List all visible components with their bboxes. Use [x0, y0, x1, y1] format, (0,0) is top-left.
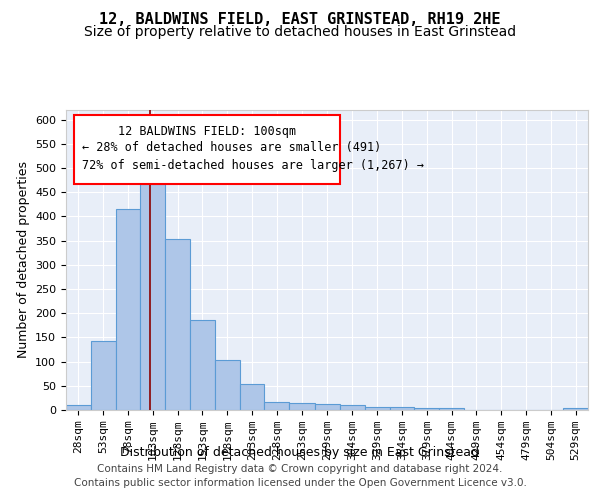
Bar	[140, 184, 165, 410]
Bar	[340, 405, 365, 410]
Bar	[365, 407, 389, 410]
Bar	[563, 408, 588, 410]
Text: Contains HM Land Registry data © Crown copyright and database right 2024.
Contai: Contains HM Land Registry data © Crown c…	[74, 464, 526, 487]
Bar	[165, 238, 190, 410]
Bar	[239, 384, 265, 410]
Text: 12 BALDWINS FIELD: 100sqm: 12 BALDWINS FIELD: 100sqm	[118, 125, 296, 138]
Bar	[91, 341, 116, 410]
Text: Size of property relative to detached houses in East Grinstead: Size of property relative to detached ho…	[84, 25, 516, 39]
Bar	[215, 360, 239, 410]
Bar	[389, 407, 415, 410]
Bar	[116, 209, 140, 410]
Text: Distribution of detached houses by size in East Grinstead: Distribution of detached houses by size …	[121, 446, 479, 459]
Bar	[190, 320, 215, 410]
Y-axis label: Number of detached properties: Number of detached properties	[17, 162, 29, 358]
Bar	[315, 404, 340, 410]
Bar	[415, 408, 439, 410]
Text: 72% of semi-detached houses are larger (1,267) →: 72% of semi-detached houses are larger (…	[82, 160, 424, 172]
Text: ← 28% of detached houses are smaller (491): ← 28% of detached houses are smaller (49…	[82, 142, 381, 154]
Bar	[439, 408, 464, 410]
Bar	[265, 402, 289, 410]
Bar	[66, 405, 91, 410]
FancyBboxPatch shape	[74, 114, 340, 184]
Bar	[289, 402, 315, 410]
Text: 12, BALDWINS FIELD, EAST GRINSTEAD, RH19 2HE: 12, BALDWINS FIELD, EAST GRINSTEAD, RH19…	[99, 12, 501, 28]
